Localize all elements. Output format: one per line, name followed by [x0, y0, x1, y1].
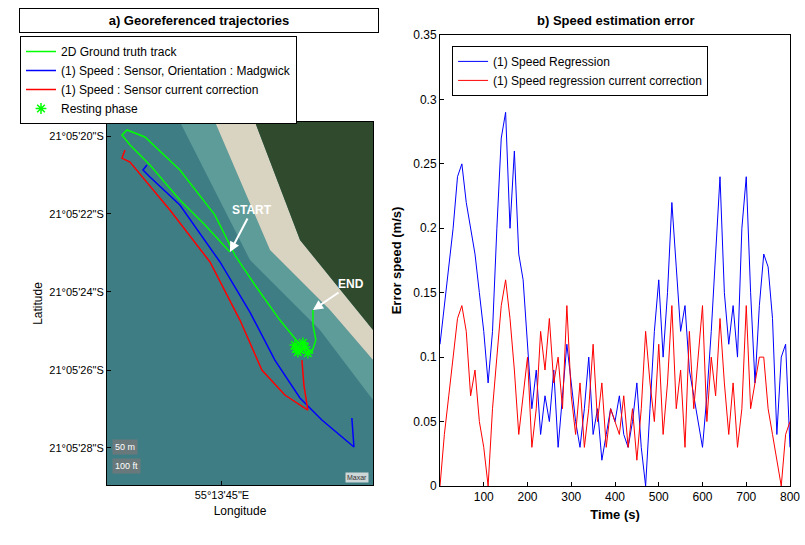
- svg-text:0.25: 0.25: [413, 157, 437, 171]
- svg-text:21°05'28"S: 21°05'28"S: [49, 442, 103, 454]
- svg-text:600: 600: [692, 490, 712, 504]
- svg-text:0.2: 0.2: [420, 221, 437, 235]
- svg-text:0.35: 0.35: [413, 28, 437, 42]
- svg-text:a) Georeferenced trajectories: a) Georeferenced trajectories: [109, 13, 290, 28]
- svg-text:300: 300: [561, 490, 581, 504]
- svg-text:800: 800: [780, 490, 800, 504]
- svg-text:Longitude: Longitude: [214, 504, 267, 518]
- svg-text:400: 400: [605, 490, 625, 504]
- svg-text:100 ft: 100 ft: [115, 461, 138, 471]
- svg-text:0.3: 0.3: [420, 93, 437, 107]
- svg-text:(1) Speed Regression: (1) Speed Regression: [493, 55, 610, 69]
- svg-text:Error speed (m/s): Error speed (m/s): [389, 207, 404, 315]
- svg-text:500: 500: [649, 490, 669, 504]
- svg-text:0.05: 0.05: [413, 415, 437, 429]
- svg-text:Time (s): Time (s): [590, 507, 640, 522]
- svg-text:2D Ground truth track: 2D Ground truth track: [61, 45, 177, 59]
- svg-text:0.1: 0.1: [420, 350, 437, 364]
- svg-text:21°05'24"S: 21°05'24"S: [49, 286, 103, 298]
- svg-text:21°05'22"S: 21°05'22"S: [49, 208, 103, 220]
- svg-text:Resting phase: Resting phase: [61, 102, 138, 116]
- svg-text:0: 0: [430, 479, 437, 493]
- svg-text:b) Speed estimation error: b) Speed estimation error: [537, 13, 694, 28]
- svg-text:21°05'26"S: 21°05'26"S: [49, 364, 103, 376]
- svg-text:Latitude: Latitude: [31, 282, 45, 325]
- svg-text:200: 200: [517, 490, 537, 504]
- svg-text:(1) Speed regression current c: (1) Speed regression current correction: [493, 74, 702, 88]
- svg-text:100: 100: [474, 490, 494, 504]
- svg-text:Maxar: Maxar: [347, 474, 367, 481]
- svg-text:50 m: 50 m: [115, 442, 135, 452]
- svg-text:0.15: 0.15: [413, 286, 437, 300]
- svg-text:21°05'20"S: 21°05'20"S: [49, 130, 103, 142]
- svg-text:END: END: [338, 277, 364, 291]
- svg-text:(1) Speed : Sensor current cor: (1) Speed : Sensor current correction: [61, 83, 258, 97]
- svg-text:(1) Speed : Sensor, Orientatio: (1) Speed : Sensor, Orientation : Madgwi…: [61, 64, 291, 78]
- svg-text:55°13'45"E: 55°13'45"E: [195, 489, 249, 501]
- svg-text:700: 700: [736, 490, 756, 504]
- svg-text:START: START: [232, 203, 272, 217]
